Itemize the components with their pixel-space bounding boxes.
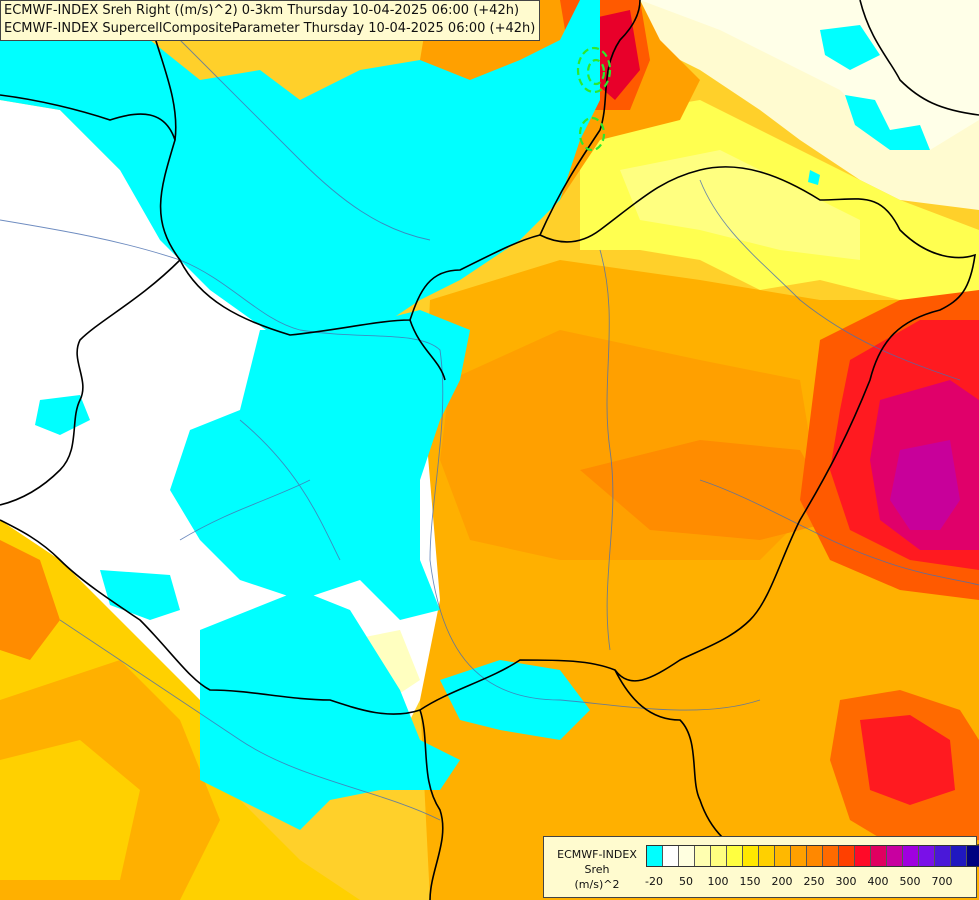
legend-swatch: [759, 846, 775, 866]
legend-swatch: [727, 846, 743, 866]
legend-colorbar: [646, 845, 979, 867]
legend-swatch: [951, 846, 967, 866]
legend-tick-label: 100: [707, 875, 729, 888]
title-line-scp: ECMWF-INDEX SupercellCompositeParameter …: [4, 21, 536, 36]
legend-tick-label: 700: [931, 875, 953, 888]
legend-variable: Sreh: [584, 863, 610, 876]
legend-tick-label: 150: [739, 875, 761, 888]
legend-swatch: [903, 846, 919, 866]
legend-swatch: [871, 846, 887, 866]
map-title-box: ECMWF-INDEX Sreh Right ((m/s)^2) 0-3km T…: [0, 0, 541, 41]
legend-swatch: [663, 846, 679, 866]
legend-swatch: [775, 846, 791, 866]
low-sreh-south: [200, 590, 460, 830]
legend-source: ECMWF-INDEX: [557, 848, 637, 861]
legend-unit: (m/s)^2: [574, 878, 620, 891]
legend-swatch: [647, 846, 663, 866]
legend-swatch: [823, 846, 839, 866]
legend-swatch: [919, 846, 935, 866]
legend-tick-label: 500: [899, 875, 921, 888]
scp-contour-2: [586, 58, 606, 86]
supercell-contours: [576, 46, 612, 152]
legend-swatch: [695, 846, 711, 866]
title-line-sreh: ECMWF-INDEX Sreh Right ((m/s)^2) 0-3km T…: [4, 3, 520, 18]
legend-tick-label: 200: [771, 875, 793, 888]
legend-tick-label: 400: [867, 875, 889, 888]
legend-swatch: [743, 846, 759, 866]
legend-swatch: [679, 846, 695, 866]
low-sreh-central: [170, 310, 470, 620]
legend-label: ECMWF-INDEX Sreh (m/s)^2: [550, 847, 644, 892]
legend-tick-label: -20: [645, 875, 663, 888]
legend-swatch: [967, 846, 979, 866]
color-legend: ECMWF-INDEX Sreh (m/s)^2 -20 50 100 150 200 2…: [543, 836, 979, 898]
legend-swatch: [807, 846, 823, 866]
legend-swatch: [887, 846, 903, 866]
legend-tick-label: 250: [803, 875, 825, 888]
legend-swatch: [855, 846, 871, 866]
legend-ticks: -20 50 100 150 200 250 300 400 500 700: [645, 875, 966, 889]
legend-tick-label: 300: [835, 875, 857, 888]
legend-swatch: [935, 846, 951, 866]
legend-swatch: [839, 846, 855, 866]
legend-swatch: [791, 846, 807, 866]
scp-contour-1: [576, 46, 612, 94]
legend-tick-label: 50: [679, 875, 693, 888]
low-sreh-north: [0, 0, 600, 340]
legend-swatch: [711, 846, 727, 866]
scp-contour-3: [578, 116, 606, 152]
